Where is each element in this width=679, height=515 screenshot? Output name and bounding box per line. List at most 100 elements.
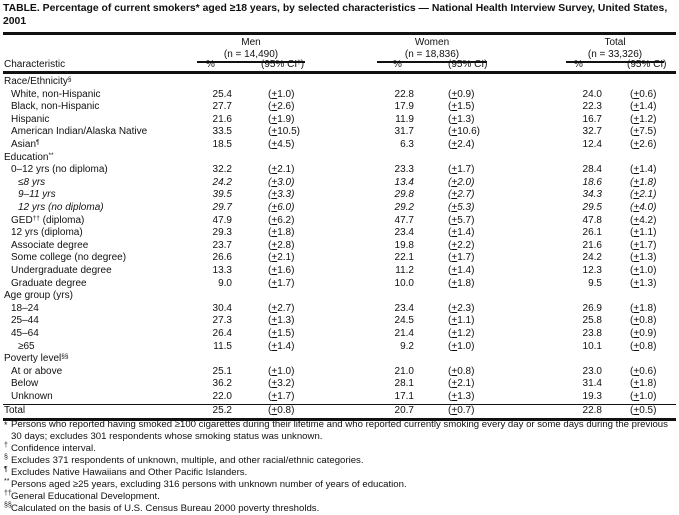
plus-minus-sign: +	[451, 391, 458, 402]
percent-value: 10.0	[394, 277, 414, 289]
header-pct: %	[574, 59, 583, 70]
percent-value: 29.8	[394, 189, 414, 201]
ci-value: (+1.4)	[630, 101, 657, 113]
row-label: GED†† (diploma)	[11, 215, 84, 228]
label-text: Black, non-Hispanic	[11, 101, 100, 113]
bottom-rule	[3, 418, 676, 422]
label-text: 45–64	[11, 328, 39, 339]
ci-value: (+5.3)	[448, 202, 475, 213]
ci-value: (+1.8)	[448, 277, 475, 289]
footnote-text: Excludes Native Hawaiians and Other Paci…	[11, 467, 248, 478]
ci-value: (+0.8)	[448, 365, 475, 377]
plus-minus-sign: +	[633, 277, 640, 289]
label-text: 12 yrs (diploma)	[11, 227, 83, 239]
ci-value: (+1.2)	[448, 328, 475, 339]
row-label: Poverty level§§	[4, 353, 68, 366]
percent-value: 24.5	[394, 315, 414, 327]
plus-minus-sign: +	[451, 214, 458, 226]
percent-value: 31.7	[394, 126, 414, 138]
percent-value: 26.9	[582, 302, 602, 314]
percent-value: 25.1	[212, 365, 232, 377]
label-text: At or above	[11, 365, 63, 377]
ci-value: (+0.5)	[630, 404, 657, 416]
label-text: 0–12 yrs (no diploma)	[11, 164, 108, 176]
plus-minus-sign: +	[633, 227, 640, 239]
row-label: Associate degree	[11, 240, 88, 253]
plus-minus-sign: +	[271, 113, 278, 125]
percent-value: 26.4	[212, 328, 232, 339]
ci-value: (+1.0)	[268, 365, 295, 377]
row-label: Undergraduate degree	[11, 265, 112, 278]
plus-minus-sign: +	[271, 189, 278, 201]
ci-value: (+1.1)	[630, 227, 657, 239]
percent-value: 23.3	[394, 164, 414, 176]
label-text: Asian	[11, 139, 37, 150]
table-row: Unknown 22.0 (+1.7) 17.1 (+1.3) 19.3 (+1.0)	[0, 391, 679, 404]
ci-close: )	[300, 59, 305, 70]
percent-value: 39.5	[212, 189, 232, 201]
footnote-mark: **	[48, 151, 54, 159]
row-label: Race/Ethnicity§	[4, 76, 72, 89]
header-total: Total (n = 33,326)	[566, 37, 664, 61]
percent-value: 22.8	[582, 404, 602, 416]
plus-minus-sign: +	[451, 404, 458, 416]
footnote-mark: §§	[4, 502, 12, 509]
ci-value: (+1.1)	[448, 315, 475, 327]
footnote: † Confidence interval.	[4, 442, 676, 455]
footnote-text: Persons aged ≥25 years, excluding 316 pe…	[11, 479, 407, 490]
header-characteristic: Characteristic	[4, 59, 66, 70]
ci-value: (+0.7)	[448, 404, 475, 416]
percent-value: 25.2	[212, 404, 232, 416]
percent-value: 17.1	[394, 391, 414, 402]
ci-value: (+2.1)	[268, 164, 295, 176]
row-label: 45–64	[11, 328, 39, 341]
row-label: At or above	[11, 366, 62, 379]
row-label: White, non-Hispanic	[11, 89, 100, 102]
plus-minus-sign: +	[271, 227, 278, 239]
percent-value: 33.5	[212, 126, 232, 138]
group-name: Women	[414, 37, 450, 48]
percent-value: 12.4	[582, 139, 602, 150]
percent-value: 21.0	[394, 365, 414, 377]
plus-minus-sign: +	[633, 404, 640, 416]
percent-value: 36.2	[212, 378, 232, 390]
percent-value: 22.1	[394, 252, 414, 264]
table-row: 0–12 yrs (no diploma) 32.2 (+2.1) 23.3 (+1.7…	[0, 164, 679, 177]
ci-value: (+1.8)	[268, 227, 295, 239]
percent-value: 13.3	[212, 265, 232, 276]
percent-value: 31.4	[582, 378, 602, 390]
percent-value: 47.8	[582, 214, 602, 226]
ci-value: (+1.3)	[448, 391, 475, 402]
table-row: ≥65 11.5 (+1.4) 9.2 (+1.0) 10.1 (+0.8)	[0, 341, 679, 354]
footnote: ** Persons aged ≥25 years, excluding 316 …	[4, 478, 676, 491]
row-label: Education**	[4, 152, 54, 165]
percent-value: 34.3	[582, 189, 602, 201]
plus-minus-sign: +	[271, 126, 278, 138]
percent-value: 23.7	[212, 239, 232, 251]
row-label: Black, non-Hispanic	[11, 101, 99, 114]
footnote-text: Excludes 371 respondents of unknown, mul…	[11, 455, 364, 466]
ci-value: (+0.6)	[630, 88, 657, 100]
ci-value: (+2.2)	[448, 239, 475, 251]
label-text: 18–24	[11, 302, 39, 314]
ci-value: (+3.2)	[268, 378, 295, 390]
percent-value: 11.5	[213, 340, 232, 352]
total-rule	[3, 403, 676, 405]
footnote: § Excludes 371 respondents of unknown, mu…	[4, 454, 676, 467]
percent-value: 23.0	[582, 365, 602, 377]
label-text: Undergraduate degree	[11, 265, 112, 276]
row-label: 12 yrs (diploma)	[11, 227, 83, 240]
plus-minus-sign: +	[633, 340, 640, 352]
percent-value: 18.6	[582, 176, 602, 188]
table-row: 25–44 27.3 (+1.3) 24.5 (+1.1) 25.8 (+0.8)	[0, 315, 679, 328]
label-text: Total	[4, 404, 26, 416]
ci-value: (+2.7)	[448, 189, 475, 201]
footnote-mark: §	[4, 454, 8, 461]
label-text: Age group (yrs)	[4, 290, 73, 302]
plus-minus-sign: +	[271, 378, 278, 390]
footnote-mark: †	[4, 442, 8, 449]
ci-value: (+1.7)	[448, 252, 475, 264]
label-text: 9–11 yrs	[18, 189, 56, 201]
plus-minus-sign: +	[633, 378, 640, 390]
header-ci: (95% CI)	[627, 59, 666, 71]
